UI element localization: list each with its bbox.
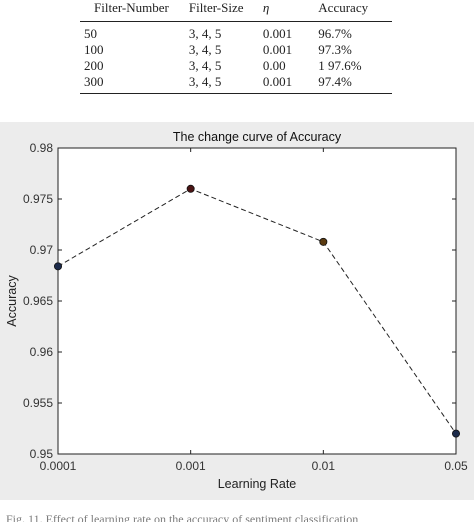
x-axis-title: Learning Rate (218, 477, 297, 491)
caption-text: Fig. 11. Effect of learning rate on the … (6, 512, 359, 522)
y-tick-label: 0.955 (23, 396, 53, 410)
table-row: 100 3, 4, 5 0.001 97.3% (80, 42, 392, 58)
cell-accuracy: 96.7% (318, 26, 352, 41)
cell-accuracy: 1 97.6% (318, 58, 362, 73)
cell-accuracy: 97.3% (318, 42, 352, 57)
chart-title: The change curve of Accuracy (173, 130, 342, 144)
y-tick-label: 0.97 (30, 243, 54, 257)
x-tick-label: 0.05 (444, 459, 468, 473)
x-tick-label: 0.001 (176, 459, 206, 473)
parameter-table: Filter-Number Filter-Size η Accuracy 50 … (80, 0, 392, 94)
table-header-row: Filter-Number Filter-Size η Accuracy (80, 0, 392, 22)
cell-accuracy: 97.4% (318, 74, 352, 89)
y-axis: 0.95 0.955 0.96 0.965 0.97 0.975 0.98 (23, 141, 456, 461)
header-eta: η (262, 0, 270, 15)
y-tick-label: 0.95 (30, 447, 54, 461)
header-filter-size: Filter-Size (188, 0, 244, 15)
header-filter-number: Filter-Number (94, 0, 169, 15)
data-point (186, 184, 195, 193)
accuracy-chart: The change curve of Accuracy 0.950.9550.… (5, 130, 468, 491)
figure-caption: Fig. 11. Effect of learning rate on the … (6, 505, 474, 522)
y-tick-label: 0.98 (30, 141, 54, 155)
data-point (319, 237, 328, 246)
plot-area (57, 147, 457, 455)
table-row: 50 3, 4, 5 0.001 96.7% (80, 22, 392, 43)
cell-filter-size: 3, 4, 5 (188, 58, 222, 73)
table-row: 200 3, 4, 5 0.00 1 97.6% (80, 58, 392, 74)
cell-eta: 0.00 (262, 58, 286, 73)
table-row: 300 3, 4, 5 0.001 97.4% (80, 74, 392, 94)
header-accuracy: Accuracy (318, 0, 369, 15)
cell-filter-size: 3, 4, 5 (188, 42, 222, 57)
cell-filter-number: 100 (84, 42, 104, 57)
data-point (54, 262, 63, 271)
cell-filter-number: 50 (84, 26, 97, 41)
x-tick-label: 0.01 (312, 459, 336, 473)
cell-filter-size: 3, 4, 5 (188, 74, 222, 89)
x-tick-label: 0.0001 (40, 459, 77, 473)
x-axis: 0.0001 0.001 0.01 0.05 (40, 148, 468, 473)
cell-filter-number: 200 (84, 58, 104, 73)
series-line (57, 188, 457, 434)
y-axis-title: Accuracy (5, 275, 19, 327)
cell-filter-number: 300 (84, 74, 104, 89)
y-tick-label: 0.96 (30, 345, 54, 359)
y-tick-label: 0.965 (23, 294, 53, 308)
cell-filter-size: 3, 4, 5 (188, 26, 222, 41)
cell-eta: 0.001 (262, 42, 293, 57)
parameter-table-container: Filter-Number Filter-Size η Accuracy 50 … (80, 0, 392, 94)
accuracy-figure: The change curve of Accuracy 0.95 0.955 0.… (0, 122, 474, 500)
data-point (451, 429, 460, 438)
y-tick-label: 0.975 (23, 192, 53, 206)
cell-eta: 0.001 (262, 74, 293, 89)
cell-eta: 0.001 (262, 26, 293, 41)
series-accuracy (54, 184, 460, 438)
